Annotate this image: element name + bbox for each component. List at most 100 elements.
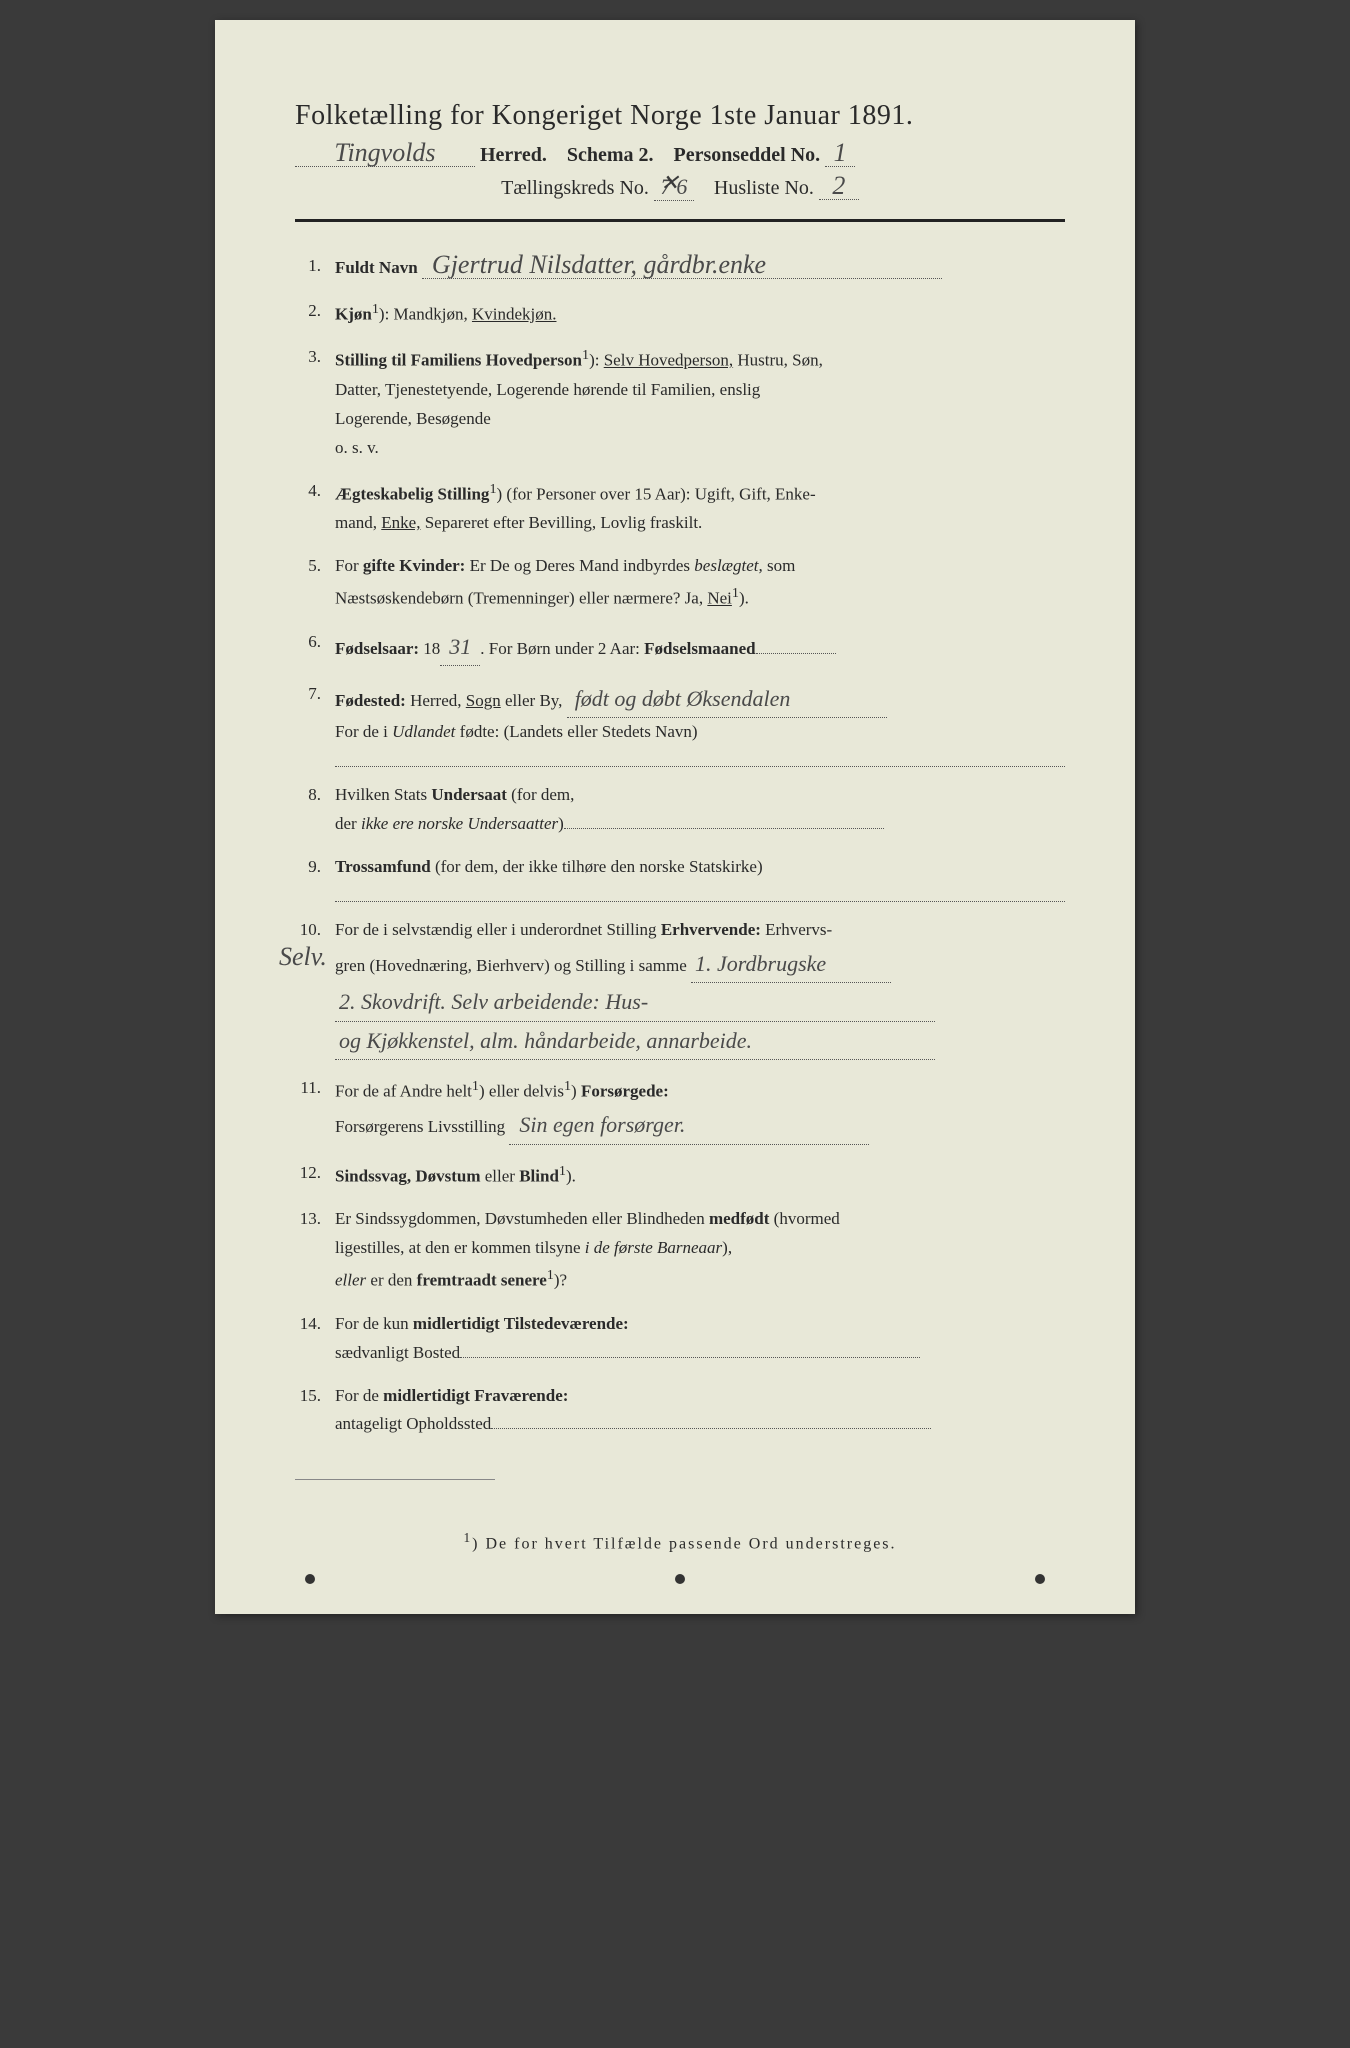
- text: som: [763, 556, 796, 575]
- item-num: 3.: [295, 343, 335, 462]
- kreds-label: Tællingskreds No.: [501, 177, 649, 199]
- gifte-label: gifte Kvinder:: [363, 556, 465, 575]
- text: (for dem,: [507, 785, 575, 804]
- text: For: [335, 556, 363, 575]
- fravaerende-label: midlertidigt Fraværende:: [383, 1386, 568, 1405]
- dotted-blank: [564, 828, 884, 829]
- item-8: 8. Hvilken Stats Undersaat (for dem, der…: [295, 781, 1065, 839]
- tilstedevaerende-label: midlertidigt Tilstedeværende:: [413, 1314, 629, 1333]
- header-line-1: Tingvolds Herred. Schema 2. Personseddel…: [295, 140, 1065, 167]
- item-5: 5. For gifte Kvinder: Er De og Deres Man…: [295, 552, 1065, 613]
- herred-label: Herred.: [480, 144, 547, 166]
- binding-pin: [305, 1574, 315, 1584]
- item-num: 11.: [295, 1074, 335, 1145]
- text: Herred,: [406, 691, 466, 710]
- text: mand,: [335, 513, 381, 532]
- item-num: 14.: [295, 1310, 335, 1368]
- sup: 1: [559, 1163, 566, 1179]
- margin-selv: Selv.: [279, 944, 327, 970]
- footnote-rule: [295, 1479, 495, 1480]
- text: ) eller delvis: [479, 1082, 564, 1101]
- text: ligestilles, at den er kommen tilsyne: [335, 1238, 585, 1257]
- item-13: 13. Er Sindssygdommen, Døvstumheden elle…: [295, 1205, 1065, 1295]
- text: ),: [722, 1238, 732, 1257]
- dotted-blank: [335, 753, 1065, 767]
- forsorger-hw: Sin egen forsørger.: [509, 1106, 869, 1144]
- text: Logerende, Besøgende: [335, 409, 491, 428]
- item-num: 10.: [295, 916, 335, 1060]
- text: eller: [481, 1167, 520, 1186]
- fodested-hw: født og døbt Øksendalen: [567, 680, 887, 718]
- undersaat-label: Undersaat: [431, 785, 507, 804]
- fuldt-navn-label: Fuldt Navn: [335, 258, 418, 277]
- text: ) (for Personer over 15 Aar): Ugift, Gif…: [497, 484, 816, 503]
- item-3: 3. Stilling til Familiens Hovedperson1):…: [295, 343, 1065, 462]
- item-num: 1.: [295, 252, 335, 283]
- header-line-2: Tællingskreds No. 7 6 Husliste No. 2: [295, 173, 1065, 201]
- text: fødte: (Landets eller Stedets Navn): [455, 722, 697, 741]
- maaned-blank: [756, 653, 836, 654]
- kreds-field: 7 6: [654, 174, 694, 201]
- item-15: 15. For de midlertidigt Fraværende: anta…: [295, 1382, 1065, 1440]
- item-num: 6.: [295, 628, 335, 666]
- text: For de af Andre helt: [335, 1082, 472, 1101]
- medfodt-label: medfødt: [709, 1209, 769, 1228]
- item-2: 2. Kjøn1): Mandkjøn, Kvindekjøn.: [295, 297, 1065, 330]
- erhverv-hw3: og Kjøkkenstel, alm. håndarbeide, annarb…: [335, 1022, 935, 1060]
- header-divider: [295, 219, 1065, 222]
- text: er den: [366, 1271, 417, 1290]
- item-7: 7. Fødested: Herred, Sogn eller By, født…: [295, 680, 1065, 767]
- sogn-selected: Sogn: [466, 691, 501, 710]
- person-no: 1: [825, 140, 855, 167]
- dotted-blank: [491, 1428, 931, 1429]
- trossamfund-label: Trossamfund: [335, 857, 431, 876]
- text: Er Sindssygdommen, Døvstumheden eller Bl…: [335, 1209, 709, 1228]
- text: )?: [554, 1271, 567, 1290]
- fodselsmaaned-label: Fødselsmaaned: [644, 639, 755, 658]
- text: eller: [335, 1271, 366, 1290]
- text: (for dem, der ikke tilhøre den norske St…: [431, 857, 763, 876]
- text: ): [571, 1082, 581, 1101]
- forsorgede-label: Forsørgede:: [581, 1082, 669, 1101]
- year-prefix: 18: [423, 639, 440, 658]
- text: ).: [739, 589, 749, 608]
- stilling-label: Stilling til Familiens Hovedperson: [335, 351, 582, 370]
- item-10: 10. Selv. For de i selvstændig eller i u…: [295, 916, 1065, 1060]
- text: Erhvervs-: [761, 920, 832, 939]
- text: Næstsøskendebørn (Tremenninger) eller næ…: [335, 589, 707, 608]
- text: i de første Barneaar: [585, 1238, 722, 1257]
- text: Hvilken Stats: [335, 785, 431, 804]
- text: Hustru, Søn,: [733, 351, 823, 370]
- item-num: 4.: [295, 477, 335, 538]
- kjon-options: ): Mandkjøn,: [379, 305, 472, 324]
- text: Er De og Deres Mand indbyrdes: [465, 556, 694, 575]
- item-12: 12. Sindssvag, Døvstum eller Blind1).: [295, 1159, 1065, 1192]
- item-num: 9.: [295, 853, 335, 902]
- text: Udlandet: [392, 722, 455, 741]
- person-label: Personseddel No.: [674, 144, 821, 166]
- sup: 1: [463, 1530, 472, 1545]
- herred-handwritten: Tingvolds: [295, 140, 475, 167]
- fuldt-navn-value: Gjertrud Nilsdatter, gårdbr.enke: [422, 252, 942, 279]
- aegteskab-selected: Enke,: [381, 513, 420, 532]
- aegteskab-label: Ægteskabelig Stilling: [335, 484, 489, 503]
- text: Datter, Tjenestetyende, Logerende hørend…: [335, 380, 760, 399]
- fodested-label: Fødested:: [335, 691, 406, 710]
- item-num: 5.: [295, 552, 335, 613]
- binding-pin: [1035, 1574, 1045, 1584]
- kjon-selected: Kvindekjøn.: [472, 305, 557, 324]
- text: For de i selvstændig eller i underordnet…: [335, 920, 661, 939]
- sindssvag-label: Sindssvag, Døvstum: [335, 1167, 481, 1186]
- text: ):: [589, 351, 604, 370]
- text: o. s. v.: [335, 438, 379, 457]
- footnote-text: ) De for hvert Tilfælde passende Ord und…: [472, 1536, 896, 1553]
- erhverv-hw1: 1. Jordbrugske: [691, 945, 891, 983]
- text: ikke ere norske Undersaatter: [361, 814, 558, 833]
- binding-pin: [675, 1574, 685, 1584]
- sup: 1: [564, 1078, 571, 1094]
- text: antageligt Opholdssted: [335, 1414, 491, 1433]
- text: sædvanligt Bosted: [335, 1343, 460, 1362]
- item-14: 14. For de kun midlertidigt Tilstedevære…: [295, 1310, 1065, 1368]
- dotted-blank: [335, 888, 1065, 902]
- text: ).: [566, 1167, 576, 1186]
